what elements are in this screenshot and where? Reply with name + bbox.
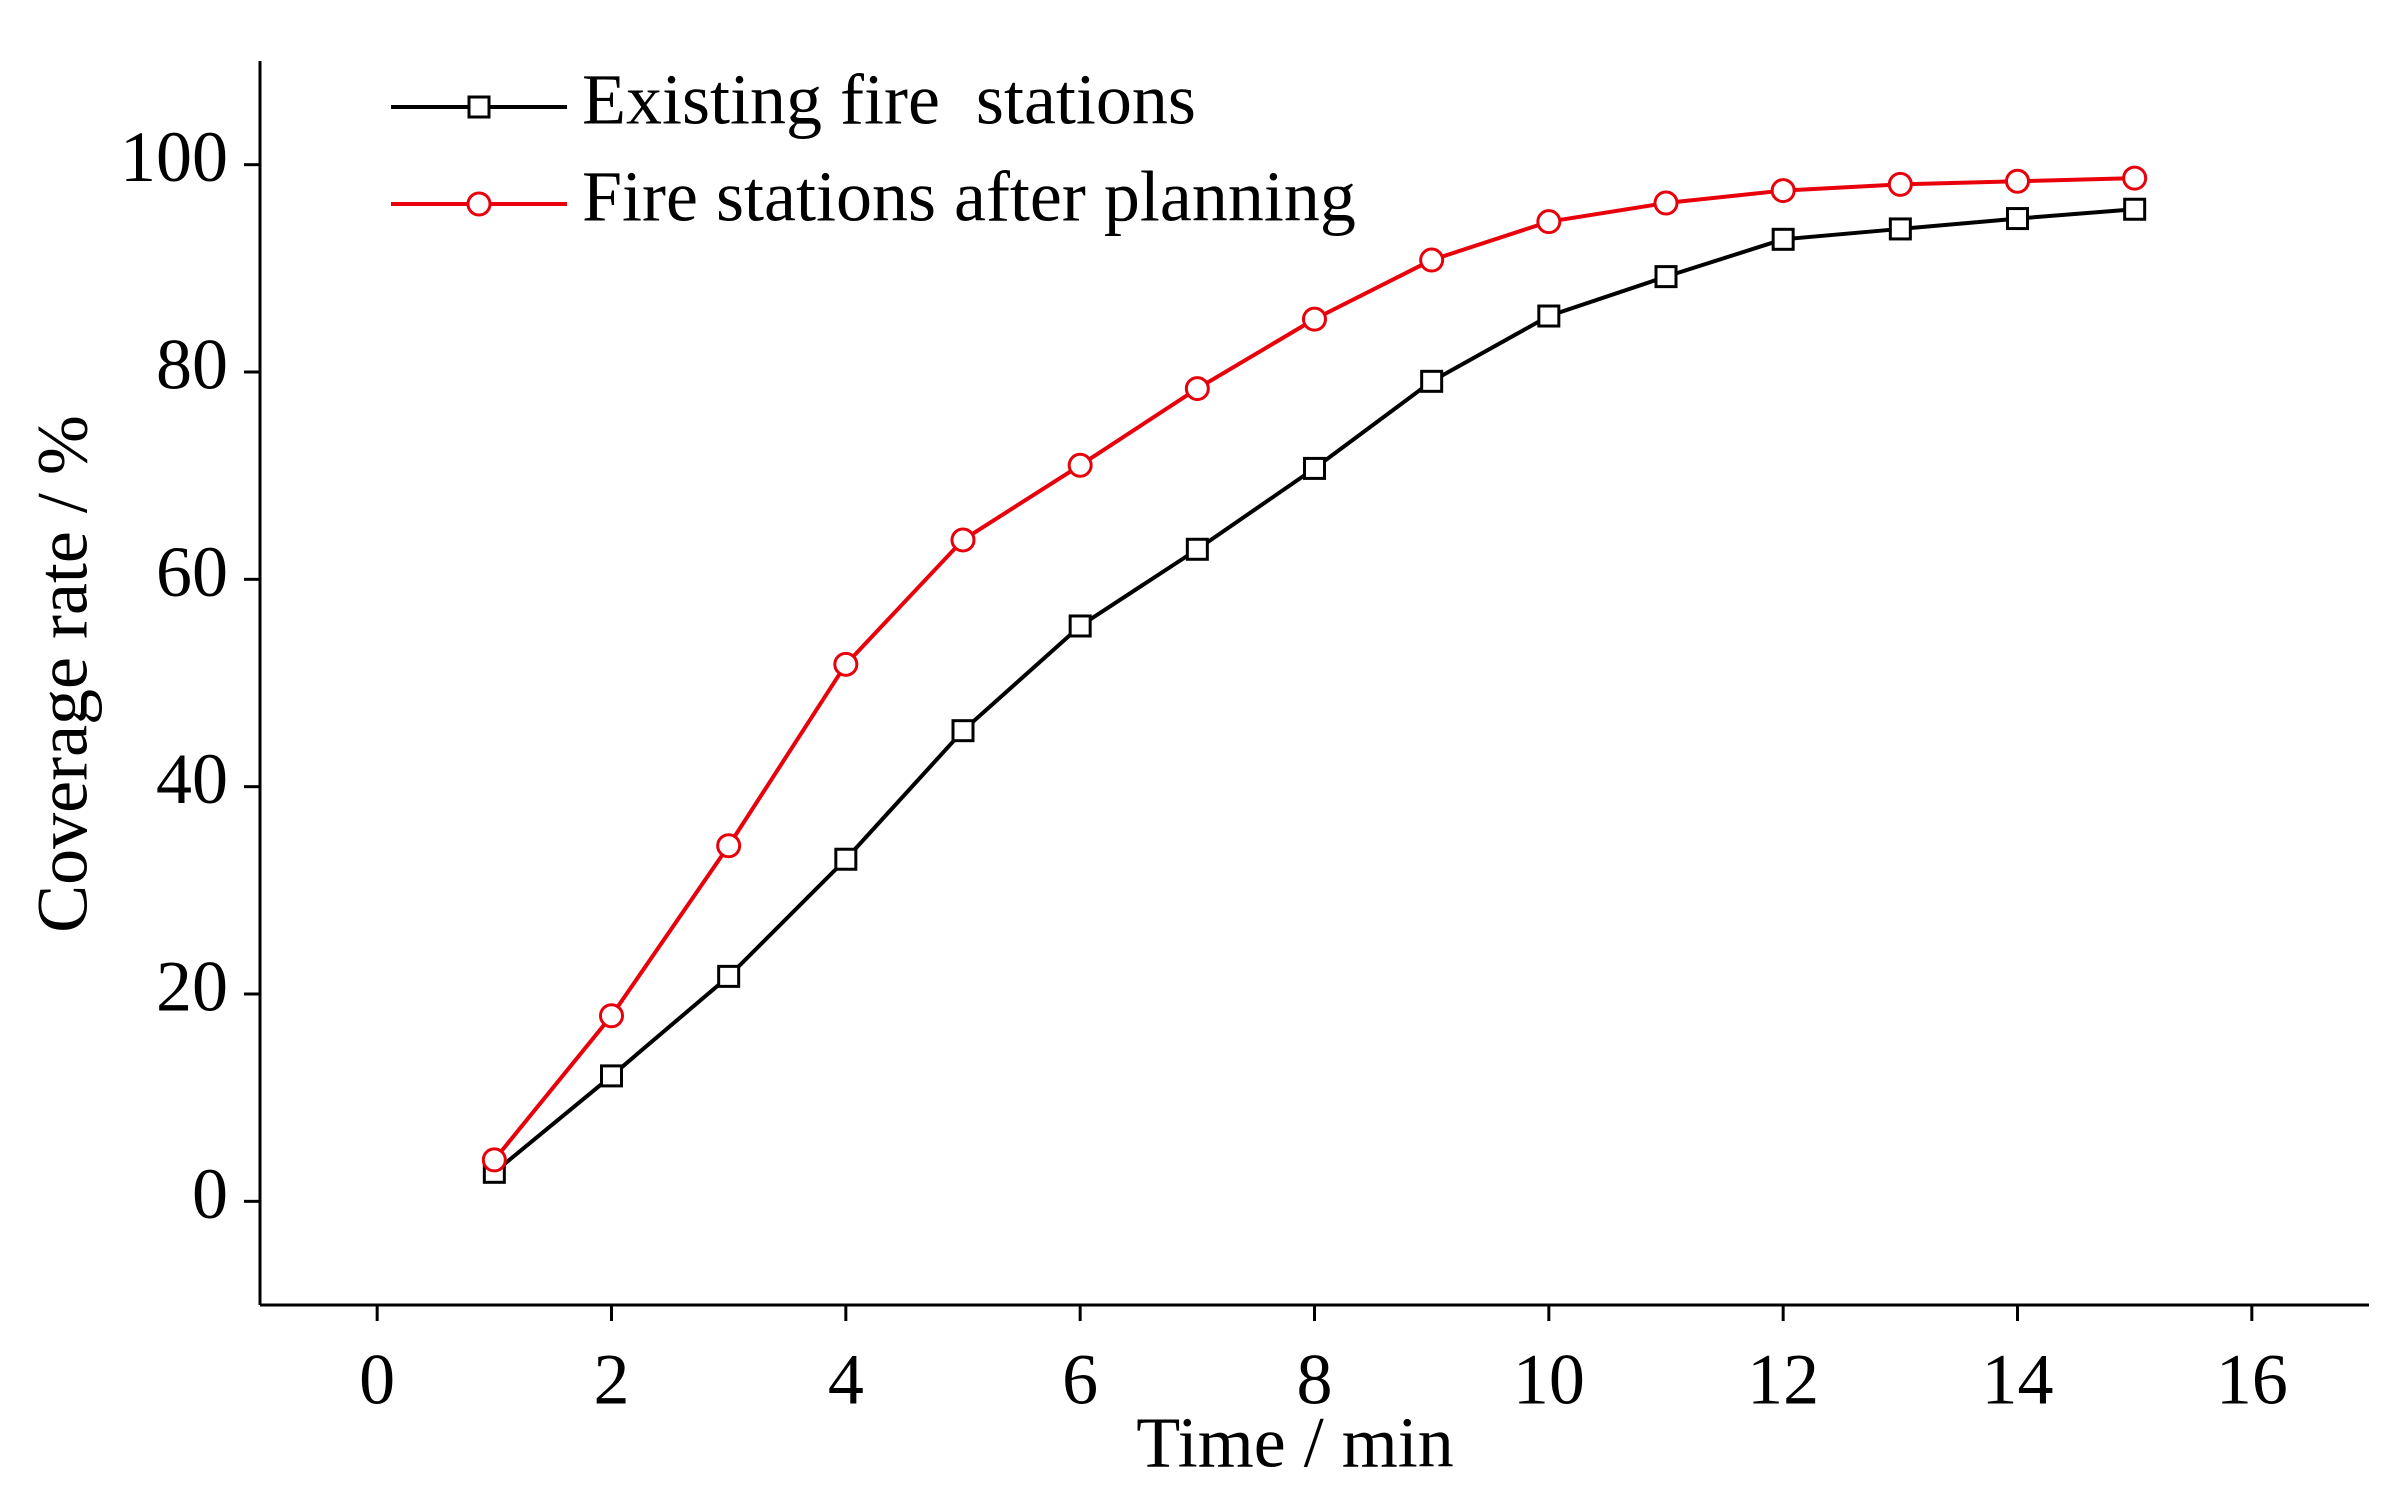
marker [1302, 306, 1327, 332]
x-axis-label: Time / min [1136, 1403, 1453, 1483]
legend-marker [467, 95, 491, 119]
marker [834, 847, 858, 871]
x-tick-label: 0 [359, 1340, 395, 1420]
x-tick-label: 4 [828, 1340, 864, 1420]
marker [1537, 304, 1561, 328]
marker [481, 1147, 507, 1173]
marker [1887, 171, 1913, 197]
marker [2123, 197, 2147, 221]
marker [1536, 209, 1562, 235]
marker [1184, 376, 1210, 402]
marker [2006, 207, 2029, 231]
marker [1654, 265, 1678, 289]
marker [1067, 452, 1093, 478]
marker [951, 719, 975, 743]
x-tick-label: 8 [1297, 1340, 1333, 1420]
marker [1419, 247, 1445, 273]
marker [1771, 227, 1795, 251]
y-tick-label: 100 [120, 117, 228, 197]
x-tick-label: 12 [1747, 1340, 1819, 1420]
y-axis-label: Coverage rate / % [23, 415, 103, 933]
marker [716, 833, 742, 859]
legend-label: Existing fire stations [582, 60, 1196, 140]
series-line [493, 207, 2135, 1174]
marker [1068, 614, 1092, 638]
y-tick-label: 80 [156, 325, 228, 405]
marker [1420, 369, 1444, 393]
y-tick-label: 0 [192, 1154, 228, 1234]
y-tick-label: 60 [156, 532, 228, 612]
x-tick-label: 2 [594, 1340, 630, 1420]
x-tick-label: 10 [1513, 1340, 1585, 1420]
marker [833, 651, 859, 677]
legend-label: Fire stations after planning [582, 157, 1356, 237]
marker [950, 527, 976, 553]
x-tick-label: 14 [1982, 1340, 2054, 1420]
x-tick-label: 6 [1062, 1340, 1098, 1420]
marker [1653, 190, 1679, 216]
marker [1303, 456, 1326, 480]
marker [2005, 168, 2030, 194]
marker [1185, 537, 1209, 561]
marker [600, 1064, 623, 1088]
x-tick-label: 16 [2216, 1340, 2288, 1420]
legend-marker [466, 191, 492, 217]
y-tick-label: 20 [156, 947, 228, 1027]
marker [1770, 178, 1796, 204]
marker [599, 1003, 624, 1029]
marker [2122, 165, 2148, 191]
marker [1888, 217, 1912, 241]
y-tick-label: 40 [156, 739, 228, 819]
marker [717, 964, 741, 988]
